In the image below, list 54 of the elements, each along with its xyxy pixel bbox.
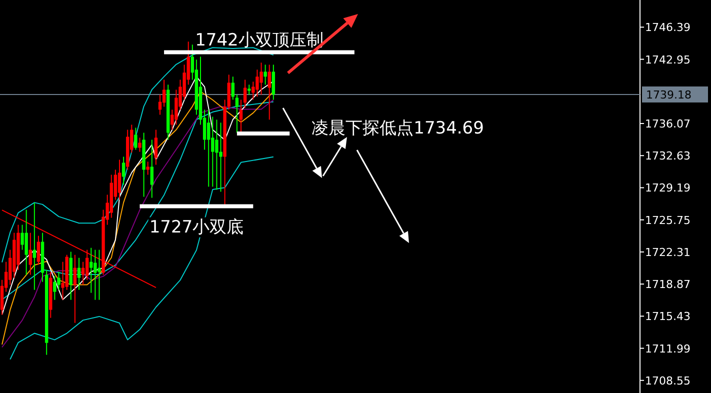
candlestick — [61, 261, 64, 300]
candlestick — [77, 257, 81, 290]
candlestick — [94, 249, 97, 300]
candlestick — [268, 64, 271, 120]
candlestick — [81, 261, 85, 286]
candlestick — [243, 79, 247, 108]
line-series — [10, 156, 274, 360]
candlestick — [150, 139, 154, 198]
series-label: 凌晨下探低点1734.69 — [312, 118, 484, 138]
candlestick — [85, 249, 89, 280]
y-tick-label: 1711.99 — [645, 342, 690, 356]
candlestick — [256, 69, 259, 98]
candlestick — [53, 275, 56, 300]
y-tick-label: 1708.55 — [645, 374, 690, 388]
candlestick — [138, 137, 142, 152]
series-label: 1727小双底 — [149, 217, 244, 238]
candlestick — [174, 89, 178, 126]
candlestick — [215, 119, 218, 190]
candlestick — [231, 76, 235, 100]
y-tick-label: 1722.31 — [645, 246, 690, 259]
candlestick — [134, 127, 138, 150]
candlestick — [219, 122, 222, 192]
candlestick — [260, 62, 263, 96]
candlestick — [227, 74, 230, 110]
candlestick — [162, 79, 166, 108]
y-tick-label: 1732.63 — [645, 150, 690, 163]
candlestick — [207, 109, 210, 188]
candlestick — [32, 202, 36, 290]
candlestick — [90, 247, 93, 294]
y-tick-label: 1715.43 — [645, 310, 690, 324]
candlestick — [239, 99, 243, 134]
candlestick — [146, 161, 150, 176]
candlestick — [98, 249, 101, 300]
y-tick-label: 1746.39 — [645, 21, 690, 34]
candlestick — [24, 209, 28, 276]
candlestick — [154, 129, 158, 166]
candlestick — [36, 235, 40, 266]
candlestick — [248, 84, 251, 96]
y-tick-label: 1736.07 — [645, 118, 690, 130]
y-tick-label: 1718.87 — [645, 278, 690, 292]
y-tick-label: 1729.19 — [645, 182, 690, 195]
y-tick-label: 1742.95 — [645, 53, 690, 66]
candlestick — [272, 64, 276, 100]
candlestick — [57, 271, 60, 290]
candlestick — [28, 232, 32, 276]
candlestick — [235, 94, 239, 134]
y-tick-label: 1725.75 — [645, 214, 690, 227]
candlestick — [122, 156, 126, 186]
candlestick — [73, 254, 77, 324]
candlestick — [118, 159, 122, 200]
line-series — [2, 47, 274, 263]
ref-line-label: 1739.18 — [646, 88, 692, 102]
candlestick — [264, 64, 267, 86]
candlestick — [211, 116, 214, 188]
